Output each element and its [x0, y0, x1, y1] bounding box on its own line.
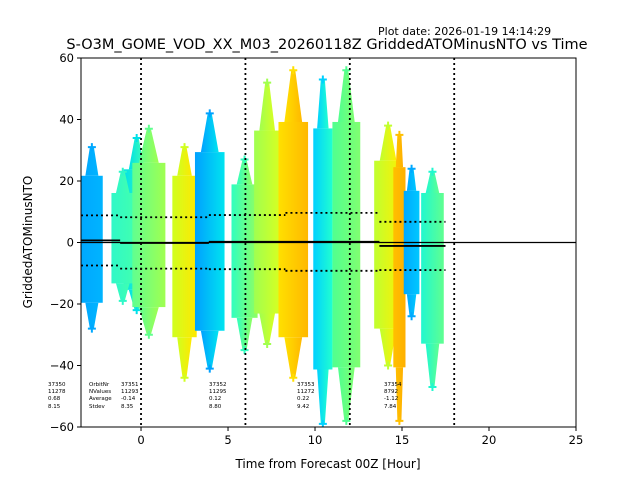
outlier-marker	[118, 296, 127, 305]
x-tick-label: 5	[224, 433, 231, 447]
outlier-marker	[384, 121, 393, 130]
outlier-marker	[144, 330, 153, 339]
swath-core	[278, 121, 309, 338]
outlier-marker	[384, 361, 393, 370]
outlier-marker	[263, 78, 272, 87]
outlier-marker	[395, 130, 404, 139]
stat-value: 37353	[297, 382, 315, 388]
outlier-marker	[318, 75, 327, 84]
y-tick-label: −20	[50, 297, 74, 311]
swath-core	[231, 184, 258, 318]
x-tick-label: 10	[308, 433, 323, 447]
outlier-marker	[407, 164, 416, 173]
outlier-marker	[289, 373, 298, 382]
data-swaths	[81, 66, 444, 427]
swath-tails	[425, 171, 440, 388]
swath-tails	[406, 168, 417, 317]
outlier-marker	[180, 143, 189, 152]
y-axis: −60 −40 −20 0 20 40 60	[50, 51, 81, 434]
stat-value: 11272	[297, 389, 315, 395]
outlier-marker	[240, 346, 249, 355]
stat-value: 0.68	[48, 396, 61, 402]
stat-label: NValues	[89, 389, 111, 395]
stat-value: 37351	[121, 382, 139, 388]
stat-value: 8.35	[121, 404, 134, 410]
stat-label: Average	[89, 396, 112, 402]
swath-tails	[317, 79, 329, 424]
stat-value: 8.80	[209, 404, 222, 410]
stat-value: 11293	[121, 389, 139, 395]
plot-date: Plot date: 2026-01-19 14:14:29	[378, 25, 551, 38]
swath-core	[132, 162, 166, 308]
swath-core	[81, 175, 103, 303]
stat-value: 37350	[48, 382, 66, 388]
outlier-marker	[180, 373, 189, 382]
stat-value: -0.14	[121, 396, 136, 402]
outlier-marker	[428, 167, 437, 176]
y-tick-label: 60	[59, 51, 74, 65]
swath-core	[332, 121, 361, 368]
stat-value: 0.22	[297, 396, 309, 402]
outlier-marker	[132, 133, 141, 142]
outlier-marker	[205, 364, 214, 373]
outlier-marker	[205, 109, 214, 118]
y-tick-label: 40	[59, 113, 74, 127]
y-tick-label: −60	[50, 420, 74, 434]
y-tick-label: −40	[50, 359, 74, 373]
x-axis-label: Time from Forecast 00Z [Hour]	[234, 457, 420, 471]
swath-tails	[395, 134, 404, 421]
x-tick-label: 0	[137, 433, 144, 447]
stat-value: 11278	[48, 389, 66, 395]
outlier-marker	[342, 66, 351, 75]
swath-tails	[236, 159, 253, 351]
stat-value: 9.42	[297, 404, 309, 410]
y-tick-label: 20	[59, 174, 74, 188]
swath-core	[313, 128, 333, 370]
x-axis: 0 5 10 15 20 25	[137, 427, 583, 447]
x-tick-label: 20	[482, 433, 497, 447]
outlier-marker	[87, 143, 96, 152]
stat-value: 8.15	[48, 404, 61, 410]
y-axis-label: GriddedATOMinusNTO	[21, 176, 35, 309]
x-tick-label: 15	[395, 433, 410, 447]
outlier-marker	[407, 312, 416, 321]
outlier-marker	[395, 416, 404, 425]
swath-core	[172, 175, 197, 338]
outlier-marker	[118, 167, 127, 176]
stat-label: Stdev	[89, 404, 106, 410]
chart-title: S-O3M_GOME_VOD_XX_M03_20260118Z GriddedA…	[66, 37, 587, 53]
stat-value: 11295	[209, 389, 227, 395]
stat-value: 37354	[384, 382, 402, 388]
stat-lines	[81, 58, 576, 427]
swath-core	[393, 167, 406, 368]
stat-value: -1.12	[384, 396, 398, 402]
outlier-marker	[289, 66, 298, 75]
outlier-marker	[144, 124, 153, 133]
swath-core	[111, 192, 135, 284]
stat-value: 37352	[209, 382, 227, 388]
swath-tails	[177, 147, 192, 378]
outlier-marker	[87, 324, 96, 333]
y-tick-label: 0	[67, 236, 74, 250]
stat-value: 7.84	[384, 404, 397, 410]
stat-label: OrbitNr	[89, 382, 110, 388]
swath-tails	[115, 171, 130, 301]
outlier-marker	[263, 339, 272, 348]
swath-tails	[259, 82, 275, 344]
stat-value: 0.12	[209, 396, 221, 402]
outlier-marker	[428, 383, 437, 392]
stat-value: 8792	[384, 389, 398, 395]
outlier-marker	[132, 306, 141, 315]
outlier-marker	[342, 416, 351, 425]
swath-core	[254, 130, 281, 314]
swath-core	[421, 192, 444, 344]
swath-tails	[284, 70, 303, 378]
x-tick-label: 25	[569, 433, 584, 447]
